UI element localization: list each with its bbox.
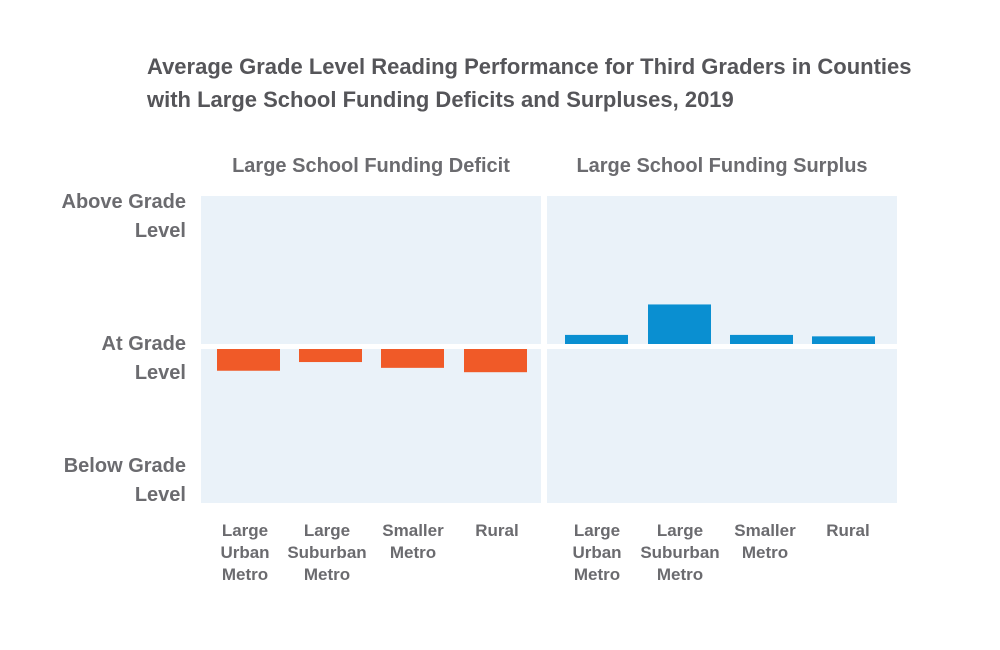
chart-title-line-1: Average Grade Level Reading Performance … — [147, 54, 912, 79]
bar-surplus-1 — [648, 304, 711, 347]
x-tick-label-surplus-3: Rural — [805, 520, 891, 542]
x-tick-label-line-1: Large — [221, 521, 269, 540]
y-tick-label-at: At Grade Level — [102, 330, 186, 388]
y-tick-label-below-line-2: Level — [134, 484, 186, 506]
x-tick-label-line-2: Metro — [389, 543, 437, 562]
x-tick-label-line-3: Metro — [656, 565, 704, 584]
x-tick-label-deficit-0: Large Urban Metro — [202, 520, 288, 586]
bar-deficit-3 — [464, 349, 527, 373]
panel-background-surplus — [547, 196, 897, 503]
x-tick-label-line-1: Rural — [826, 521, 870, 540]
y-tick-label-at-line-2: Level — [134, 362, 186, 384]
x-tick-label-line-3: Metro — [573, 565, 621, 584]
x-tick-label-deficit-3: Rural — [454, 520, 540, 542]
x-tick-label-line-1: Large — [656, 521, 704, 540]
x-tick-label-line-1: Large — [303, 521, 351, 540]
bar-surplus-0 — [565, 334, 628, 347]
x-tick-label-surplus-2: Smaller Metro — [722, 520, 808, 564]
bar-deficit-2 — [381, 349, 444, 368]
x-tick-label-line-2: Suburban — [640, 543, 720, 562]
bar-surplus-2 — [730, 334, 793, 347]
x-tick-label-deficit-1: Large Suburban Metro — [284, 520, 370, 586]
panel-title-deficit: Large School Funding Deficit — [232, 155, 510, 177]
x-tick-label-line-1: Smaller — [734, 521, 796, 540]
x-tick-label-line-2: Metro — [741, 543, 789, 562]
y-tick-label-above: Above Grade Level — [62, 188, 186, 246]
zero-baseline — [201, 344, 897, 349]
y-tick-label-above-line-1: Above Grade — [61, 191, 186, 213]
x-tick-label-line-3: Metro — [221, 565, 269, 584]
x-tick-label-line-1: Smaller — [382, 521, 444, 540]
bar-deficit-0 — [217, 349, 280, 371]
x-tick-label-surplus-0: Large Urban Metro — [554, 520, 640, 586]
y-tick-label-below-line-1: Below Grade — [63, 455, 186, 477]
x-tick-label-deficit-2: Smaller Metro — [370, 520, 456, 564]
y-tick-label-below: Below Grade Level — [64, 452, 186, 510]
bar-surplus-3 — [812, 336, 875, 347]
x-tick-label-line-2: Urban — [220, 543, 270, 562]
x-tick-label-line-1: Rural — [475, 521, 519, 540]
x-tick-label-line-2: Urban — [572, 543, 622, 562]
y-tick-label-at-line-1: At Grade — [101, 333, 186, 355]
chart-title: Average Grade Level Reading Performance … — [147, 50, 977, 116]
chart-title-line-2: with Large School Funding Deficits and S… — [147, 87, 734, 112]
x-tick-label-line-1: Large — [573, 521, 621, 540]
x-tick-label-line-3: Metro — [303, 565, 351, 584]
bar-deficit-1 — [299, 349, 362, 363]
x-tick-label-line-2: Suburban — [287, 543, 367, 562]
y-tick-label-above-line-2: Level — [134, 220, 186, 242]
x-tick-label-surplus-1: Large Suburban Metro — [637, 520, 723, 586]
panel-title-surplus: Large School Funding Surplus — [576, 155, 868, 177]
